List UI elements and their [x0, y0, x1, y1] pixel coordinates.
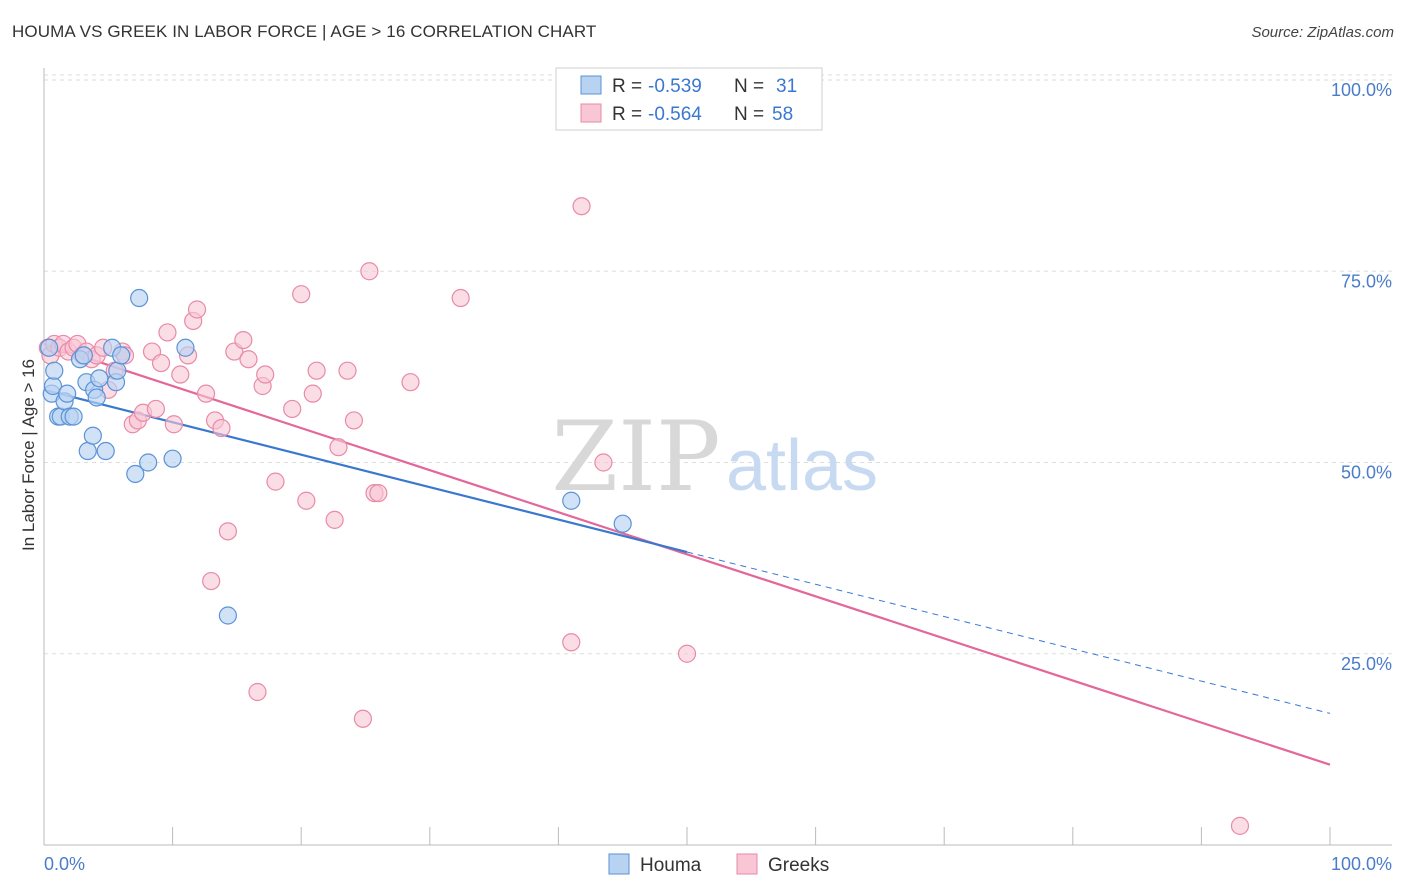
trend-lines	[43, 342, 1331, 766]
greeks-point	[303, 384, 322, 403]
houma-point	[74, 346, 93, 365]
axes	[43, 68, 1392, 846]
houma-point	[176, 338, 195, 357]
houma-point	[78, 441, 97, 461]
bottom-legend-greeks-label: Greeks	[768, 855, 829, 876]
watermark-zip: ZIP	[551, 401, 720, 513]
greeks-trend-line	[43, 342, 1331, 766]
greeks-point	[369, 484, 388, 503]
bottom-legend-houma-label: Houma	[640, 855, 702, 876]
source-label: Source: ZipAtlas.com	[1251, 24, 1394, 41]
houma-point	[126, 464, 145, 484]
series-legend: Houma Greeks	[608, 853, 829, 876]
houma-point	[58, 384, 77, 403]
houma-trend-line	[43, 388, 688, 554]
houma-point	[108, 361, 127, 380]
greeks-point	[562, 633, 581, 652]
x-tick-labels: 0.0% 100.0%	[44, 854, 1392, 874]
legend-greeks-r-label: R =	[612, 104, 642, 125]
greeks-point	[266, 472, 285, 491]
houma-point	[87, 388, 106, 407]
greeks-point	[171, 365, 190, 384]
houma-point	[218, 606, 237, 625]
bottom-legend-greeks-swatch	[736, 853, 758, 875]
houma-point	[96, 441, 115, 461]
greeks-point	[594, 453, 613, 472]
greeks-point	[677, 644, 697, 663]
x-tick-label-100: 100.0%	[1331, 854, 1392, 874]
greeks-point	[401, 373, 420, 392]
houma-points	[40, 288, 632, 625]
y-axis-label: In Labor Force | Age > 16	[19, 359, 38, 551]
legend-houma-r-label: R =	[612, 76, 642, 97]
legend-houma-n-value: 31	[776, 76, 797, 97]
greeks-point	[1230, 816, 1250, 835]
greeks-point	[187, 300, 207, 319]
chart-title: HOUMA VS GREEK IN LABOR FORCE | AGE > 16…	[12, 22, 597, 41]
greeks-points	[38, 197, 1250, 835]
stats-legend: R = -0.539 N = 31 R = -0.564 N = 58	[555, 67, 823, 131]
greeks-point	[329, 438, 348, 457]
houma-point	[613, 514, 632, 533]
greeks-point	[196, 384, 216, 403]
houma-point	[130, 288, 149, 308]
legend-greeks-swatch	[580, 103, 602, 123]
greeks-point	[297, 491, 316, 510]
legend-greeks-n-label: N =	[734, 104, 764, 125]
houma-point	[112, 346, 131, 365]
greeks-point	[338, 361, 357, 380]
houma-point	[90, 369, 109, 388]
legend-greeks-r-value: -0.564	[648, 104, 702, 125]
houma-point	[45, 361, 64, 380]
greeks-point	[146, 399, 165, 419]
houma-point	[40, 338, 59, 357]
y-tick-label-75: 75.0%	[1341, 271, 1392, 291]
legend-greeks-n-value: 58	[772, 104, 793, 125]
greeks-point	[344, 411, 364, 430]
greeks-point	[151, 353, 171, 373]
greeks-point	[218, 522, 237, 541]
greeks-point	[360, 262, 379, 281]
greeks-point	[283, 399, 302, 419]
y-tick-label-50: 50.0%	[1341, 463, 1392, 483]
watermark-atlas: atlas	[726, 426, 878, 506]
greeks-point	[158, 323, 177, 342]
houma-point	[139, 453, 158, 472]
greeks-point	[256, 365, 275, 384]
y-tick-label-25: 25.0%	[1341, 654, 1392, 674]
greeks-point	[202, 571, 221, 591]
houma-point	[64, 407, 83, 426]
greeks-point	[451, 288, 470, 308]
legend-houma-r-value: -0.539	[648, 76, 702, 97]
greeks-point	[572, 197, 591, 216]
houma-point	[562, 491, 581, 510]
bottom-legend-houma-swatch	[608, 853, 630, 875]
x-tick-label-0: 0.0%	[44, 854, 85, 874]
houma-trend-extension	[686, 551, 1331, 714]
greeks-point	[234, 331, 253, 350]
houma-point	[83, 426, 102, 445]
greeks-point	[239, 350, 258, 369]
legend-houma-swatch	[580, 75, 602, 95]
greeks-point	[353, 709, 373, 728]
greeks-point	[164, 415, 183, 434]
greeks-point	[248, 682, 267, 702]
greeks-point	[325, 510, 344, 529]
y-tick-label-100: 100.0%	[1331, 80, 1392, 100]
greeks-point	[212, 418, 231, 438]
greeks-point	[292, 285, 311, 304]
houma-point	[163, 449, 182, 468]
y-tick-labels: 25.0% 50.0% 75.0% 100.0%	[1331, 80, 1392, 674]
watermark: ZIP atlas	[551, 401, 878, 513]
greeks-point	[307, 361, 326, 380]
legend-houma-n-label: N =	[734, 76, 764, 97]
